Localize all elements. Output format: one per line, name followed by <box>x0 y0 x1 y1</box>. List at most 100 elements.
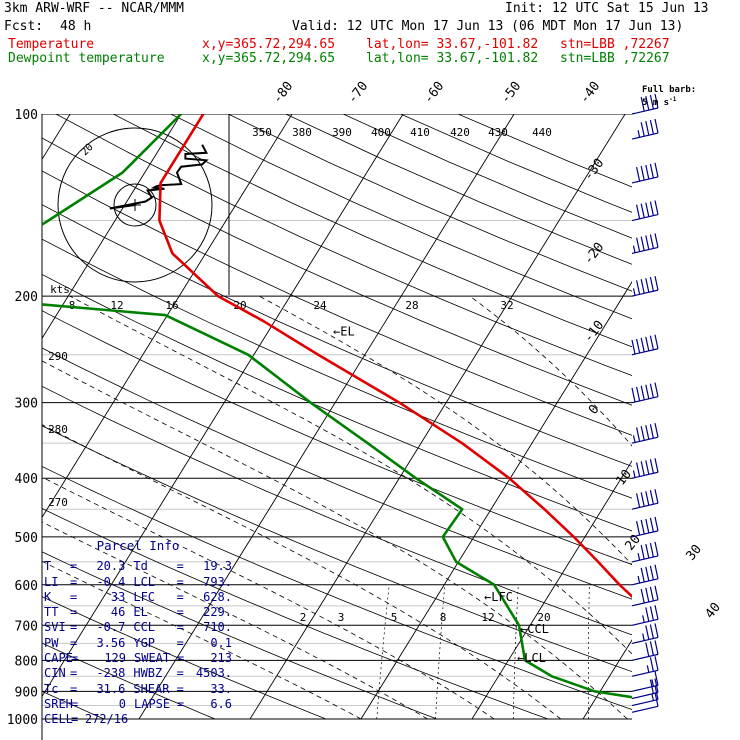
wind-barb-flag <box>640 385 645 400</box>
wind-barb-flag <box>640 492 645 507</box>
pressure-tick-label: 200 <box>15 290 38 305</box>
wind-barb-shaft <box>631 502 659 510</box>
theta-label: 390 <box>332 126 352 139</box>
hodograph-speed-label: 28 <box>405 299 418 312</box>
parcel-param-name: SHEAR <box>133 681 170 696</box>
barb-legend-units: 5 m s-1 <box>642 96 677 108</box>
pressure-tick-label: 300 <box>15 397 38 412</box>
dry-adiabat-line <box>55 114 632 377</box>
wind-barb-flag <box>654 656 659 671</box>
parcel-param-value: 0 <box>118 696 126 711</box>
wind-barb-flag <box>654 162 659 178</box>
parcel-info-title: Parcel Info <box>96 538 180 553</box>
isotherm-line <box>42 114 182 340</box>
wind-barb-flag <box>645 518 650 534</box>
parcel-param-value: 793. <box>203 574 233 589</box>
theta-label: 420 <box>450 126 470 139</box>
wind-barb-flag <box>649 586 654 601</box>
theta-label: 430 <box>488 126 508 139</box>
mixing-ratio-line <box>376 584 390 720</box>
dry-adiabat-line <box>42 238 632 499</box>
wind-barb-half-flag <box>637 552 641 561</box>
parcel-param-name: HWBZ <box>133 666 163 681</box>
wind-barb-flag <box>640 236 645 251</box>
moist-adiabat-line <box>42 424 562 720</box>
isotherm-line <box>42 114 404 698</box>
wind-barb <box>631 200 659 222</box>
wind-barb <box>631 162 659 184</box>
mixing-ratio-label: 5 <box>391 611 398 624</box>
parcel-equals: = <box>177 651 185 666</box>
wind-barb-flag <box>654 93 659 109</box>
wind-barb-flag <box>654 275 659 291</box>
wind-barb-flag <box>654 382 659 397</box>
mixing-ratio-line <box>435 584 446 720</box>
dry-adiabat-line <box>170 114 632 320</box>
wind-barb-shaft <box>631 669 659 677</box>
parcel-equals: = <box>176 635 184 650</box>
wind-barb <box>631 564 659 586</box>
wind-barb-shaft <box>631 578 659 586</box>
isotherm-label: 30 <box>684 542 705 564</box>
wind-barb-flag <box>649 624 654 639</box>
isotherm-label: 0 <box>586 402 603 417</box>
parcel-param-value: 19.3 <box>203 559 233 574</box>
dry-adiabat-line <box>42 204 632 467</box>
hodograph-ring-inner <box>113 183 157 227</box>
parcel-equals: = <box>176 559 184 574</box>
mixing-ratio-line <box>512 584 519 720</box>
wind-barb-flag <box>636 520 641 536</box>
wind-barb-shaft <box>631 396 659 404</box>
wind-barb-flag <box>636 280 641 295</box>
temperature-station: stn=LBB ,72267 <box>560 37 670 52</box>
isotherm-line <box>582 639 632 720</box>
forecast-label: Fcst: <box>4 19 44 34</box>
wind-barb-flag <box>645 278 650 293</box>
wind-barb-flag <box>654 118 659 134</box>
wind-barb <box>631 334 659 356</box>
wind-barb-flag <box>645 425 650 440</box>
wind-barb-flag <box>636 386 641 401</box>
wind-barb-flag <box>649 424 654 439</box>
temperature-latlon: lat,lon= 33.67,-101.82 <box>366 37 539 52</box>
parcel-param-name: SREH <box>44 696 73 711</box>
wind-barb-flag <box>649 163 654 179</box>
parcel-param-name: YGP <box>133 635 156 650</box>
wind-barb-flag <box>645 336 650 351</box>
hodograph-speed-label: 24 <box>313 299 327 312</box>
wind-barb-flag <box>654 671 659 686</box>
wind-barb-shaft <box>631 176 659 184</box>
dry-adiabat-line <box>42 310 632 566</box>
wind-barb-shaft <box>631 555 659 563</box>
pressure-tick-label: 1000 <box>7 713 38 728</box>
dry-adiabat-line <box>42 385 632 636</box>
wind-barb-half-flag <box>632 245 636 253</box>
wind-barb-flag <box>636 427 641 442</box>
init-time: Init: 12 UTC Sat 15 Jun 13 <box>505 1 709 16</box>
wind-barb-flag <box>636 338 641 354</box>
parcel-param-value: -0.7 <box>96 620 126 635</box>
wind-barb-flag <box>636 167 641 182</box>
wind-barb-shaft <box>631 618 659 626</box>
dewpoint-latlon: lat,lon= 33.67,-101.82 <box>366 51 539 66</box>
parcel-param-name: PW <box>44 635 59 650</box>
dewpoint-profile <box>42 114 632 699</box>
parcel-param-value: 33 <box>110 589 126 604</box>
wind-barb-flag <box>645 543 650 559</box>
isotherm-line <box>42 114 293 519</box>
wind-barb-half-flag <box>632 435 636 443</box>
wind-barb-flag <box>654 605 659 620</box>
wind-barb-flag <box>649 234 654 249</box>
theta-label: 350 <box>252 126 272 139</box>
parcel-param-name <box>128 712 181 727</box>
wind-barb-flag <box>636 237 641 252</box>
wind-barb-flag <box>654 585 659 600</box>
isotherm-label: -70 <box>345 79 371 107</box>
wind-barb-flag <box>649 657 654 672</box>
pressure-tick-label: 700 <box>15 619 38 634</box>
forecast-hours: 48 h <box>60 19 92 34</box>
dry-adiabat-line <box>42 425 632 673</box>
wind-barb-flag <box>649 565 654 580</box>
parcel-param-name: SWEAT <box>134 651 171 666</box>
wind-barb-flag <box>649 517 654 533</box>
